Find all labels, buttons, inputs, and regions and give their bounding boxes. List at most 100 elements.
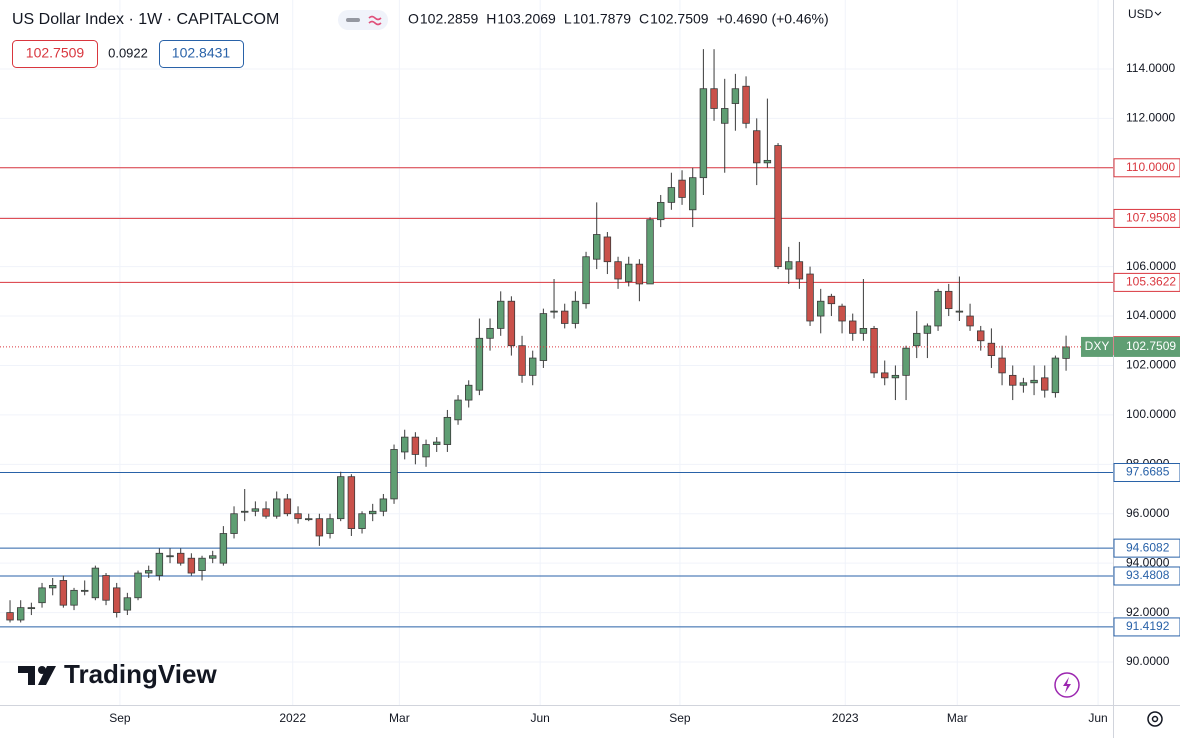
candle-body [795,261,804,280]
ohlc-key: L [564,11,572,27]
candle-body [219,533,228,564]
x-tick-label: Jun [530,711,549,725]
level-label: 110.0000 [1126,160,1175,174]
candle-body [486,328,494,339]
level-label-box [1113,566,1180,586]
y-tick-label: 112.0000 [1126,111,1175,125]
chart-title: US Dollar Index · 1W · CAPITALCOM [12,11,279,28]
candle-body [977,330,985,342]
candle-body [166,555,174,558]
candle-body [753,130,761,164]
candle-body [1041,377,1049,391]
ohlc-key: C [639,11,649,27]
candle-body [123,597,132,611]
candle-body [507,300,516,347]
ask: 102.8431 [172,45,231,61]
candle-body [785,261,793,270]
candle-body [657,201,665,221]
candle-body [529,357,537,376]
candle-body [934,290,942,327]
x-tick-label: 2022 [279,711,306,725]
candle-body [283,498,292,515]
candle-body [294,513,302,520]
candle-body [1030,379,1038,384]
x-tick-label: Mar [389,711,410,725]
candle-body [262,508,270,517]
candle-body [6,612,14,621]
candle-body [913,332,921,347]
y-tick-label: 100.0000 [1126,407,1176,421]
candle-body [411,436,420,455]
candle-body [870,328,878,374]
candle-body [176,552,185,564]
y-tick-label: 94.0000 [1126,555,1170,569]
candle-body [625,263,633,282]
price-label: 102.7509 [1126,339,1176,353]
candle-body [699,88,708,179]
level-label: 94.6082 [1126,540,1170,554]
bid-box[interactable] [12,40,98,68]
candle-body [475,337,484,391]
candle-body [635,263,644,285]
candle-body [497,300,505,329]
level-label: 107.9508 [1126,211,1176,225]
toggle-icon [346,18,360,22]
candle-body [454,399,462,421]
toggle[interactable] [338,10,388,30]
candle-body [550,310,558,313]
candle-body [59,580,68,606]
y-tick-label: 96.0000 [1126,506,1170,520]
dropdown-icon [1154,11,1162,16]
candle-body [774,145,782,268]
level-label-box [1113,538,1180,558]
y-tick-label: 102.0000 [1126,358,1176,372]
candle-body [443,416,452,445]
brand: TradingView [64,659,217,689]
candle-body [923,325,932,334]
ask-box[interactable] [159,40,244,68]
bid: 102.7509 [26,45,85,61]
candle-body [326,518,334,534]
candle-body [230,513,238,534]
settings-button[interactable] [1147,711,1163,727]
candle-body [614,261,622,280]
level-label-box [1113,158,1180,178]
ohlc-key: O [408,11,419,27]
level-label: 93.4808 [1126,568,1170,582]
candle-body [198,557,206,571]
level-label-box [1113,208,1180,228]
settings-icon [1151,715,1159,723]
candle-body [742,85,750,124]
candle-body [710,88,718,109]
candle-body [112,587,121,613]
y-tick-label: 104.0000 [1126,308,1176,322]
level-label: 91.4192 [1126,619,1170,633]
candle-body [902,347,910,376]
candle-body [881,372,889,379]
level-label-box [1113,617,1180,637]
price-label-box [1114,336,1180,357]
candle-body [1009,374,1017,386]
candle-body [667,187,676,203]
currency[interactable]: USD [1128,7,1154,21]
flash-icon [1063,677,1071,693]
candle-body [838,305,846,322]
candle-body [1051,357,1060,394]
y-tick-label: 114.0000 [1126,61,1175,75]
candle-body [849,320,857,334]
candle-body [379,498,388,512]
candle-body [827,295,836,305]
candle-body [955,310,964,313]
candle-body [27,607,36,610]
candle-body [998,357,1006,374]
candle-body [358,513,366,529]
y-tick-label: 92.0000 [1126,605,1170,619]
ohlc-value: 103.2069 [497,11,556,27]
logo-mark [18,666,56,685]
symbol-box [1081,336,1113,357]
candle-body [390,449,398,500]
overlay: 90.000092.000094.000096.000098.0000100.0… [109,61,1180,725]
candle-body [102,575,110,601]
ohlc-value: 101.7879 [573,11,632,27]
